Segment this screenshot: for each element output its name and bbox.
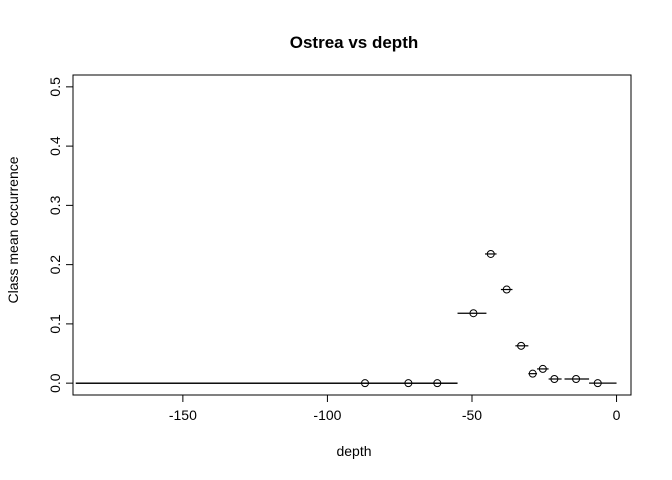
- data-point: [469, 309, 478, 318]
- y-tick-label: 0.2: [47, 255, 63, 275]
- x-tick-label: -50: [462, 407, 482, 423]
- data-point: [404, 379, 413, 388]
- y-tick-label: 0.0: [47, 373, 63, 393]
- x-tick-label: -150: [169, 407, 197, 423]
- x-axis: -150 -100 -50 0: [169, 395, 621, 423]
- data-point: [528, 369, 537, 378]
- data-point: [486, 249, 495, 258]
- plot-frame: [72, 74, 632, 396]
- data-point: [517, 341, 526, 350]
- data-point: [433, 379, 442, 388]
- x-tick-label: -100: [313, 407, 341, 423]
- chart-title: Ostrea vs depth: [290, 33, 419, 52]
- y-tick-label: 0.5: [47, 77, 63, 97]
- y-tick-label: 0.1: [47, 314, 63, 334]
- data-point: [550, 375, 559, 383]
- data-point: [502, 285, 511, 294]
- y-axis-label: Class mean occurrence: [5, 156, 21, 303]
- y-axis: 0.0 0.1 0.2 0.3 0.4 0.5: [47, 77, 73, 393]
- data-series: [75, 249, 617, 388]
- data-point: [572, 375, 581, 383]
- data-point: [538, 364, 547, 373]
- data-point: [361, 379, 370, 388]
- y-tick-label: 0.4: [47, 136, 63, 156]
- x-axis-label: depth: [336, 443, 371, 459]
- x-tick-label: 0: [613, 407, 621, 423]
- data-point: [593, 379, 602, 388]
- y-tick-label: 0.3: [47, 195, 63, 215]
